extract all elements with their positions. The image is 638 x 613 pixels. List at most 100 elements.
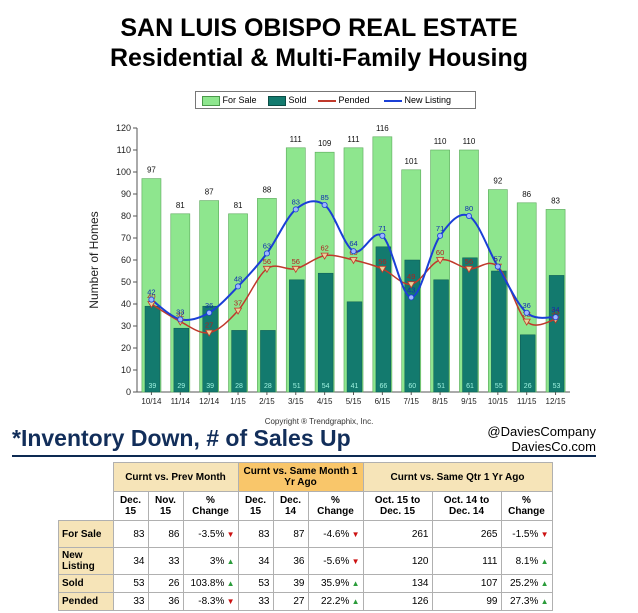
x-tick-label: 9/15 (461, 397, 477, 406)
table-cell: 8.1% ▲ (500, 547, 553, 575)
arrow-up-icon: ▲ (538, 597, 549, 606)
data-label-sold: 66 (379, 383, 387, 390)
row-label: For Sale (58, 520, 114, 548)
table-cell: 3% ▲ (182, 547, 239, 575)
data-label-new-listing: 42 (147, 288, 155, 297)
cell-value: 26 (168, 578, 180, 589)
page-subtitle: Residential & Multi-Family Housing (109, 44, 529, 72)
column-header: Oct. 14 to Dec. 14 (431, 491, 502, 521)
data-label-pended: 56 (465, 257, 473, 266)
data-label-pended: 60 (436, 248, 444, 257)
data-label-for-sale: 109 (318, 139, 332, 148)
x-tick-label: 12/14 (199, 397, 220, 406)
y-tick-label: 10 (121, 365, 131, 375)
legend-label-pended: Pended (338, 95, 370, 105)
cell-value: -8.3% (198, 596, 225, 607)
y-tick-label: 30 (121, 321, 131, 331)
cell-value: 103.8% (190, 578, 225, 589)
data-label-for-sale: 87 (205, 188, 214, 197)
column-header: % Change (307, 491, 364, 521)
legend-item-new-listing: New Listing (384, 94, 451, 106)
table-cell: 33 (147, 547, 184, 575)
legend-swatch-sold (268, 95, 286, 106)
cell-value: 87 (293, 528, 305, 540)
data-label-sold: 54 (322, 383, 330, 390)
cell-value: -5.6% (323, 555, 350, 567)
row-label: Pended (58, 592, 114, 611)
y-tick-label: 0 (126, 387, 131, 397)
table-cell: 27.3% ▲ (500, 592, 553, 611)
data-label-new-listing: 57 (494, 255, 502, 264)
data-label-new-listing: 71 (436, 224, 444, 233)
table-group-header-row: Curnt vs. Prev Month Curnt vs. Same Mont… (58, 462, 553, 492)
data-label-pended: 57 (494, 255, 502, 264)
cell-value: 134 (411, 578, 429, 589)
table-column-header-row: Dec. 15 Nov. 15% Change Dec. 15 Dec. 14% Ch… (58, 491, 553, 521)
bar-line-chart: 0 10 20 30 40 50 60 70 80 90 100 110 120 Number of Ho… (87, 123, 570, 406)
data-label-for-sale: 81 (234, 201, 243, 210)
table-cell: 33 (237, 592, 274, 611)
cell-value: 261 (411, 528, 429, 540)
x-tick-label: 4/15 (317, 397, 333, 406)
data-label-sold: 51 (437, 383, 445, 390)
cell-value: -4.6% (323, 528, 350, 540)
y-tick-label: 80 (121, 211, 131, 221)
y-tick-label: 50 (121, 277, 131, 287)
marker-pended (291, 265, 300, 274)
data-label-sold: 55 (495, 383, 503, 390)
y-tick-label: 100 (116, 167, 131, 177)
data-label-for-sale: 92 (493, 177, 502, 186)
cell-value: 36 (168, 596, 180, 607)
table-cell: 36 (147, 592, 184, 611)
y-tick-label: 60 (121, 255, 131, 265)
data-label-sold: 28 (235, 383, 243, 390)
marker-new-listing (263, 250, 270, 257)
x-tick-label: 10/14 (141, 397, 162, 406)
row-label: Sold (58, 574, 114, 593)
table-cell: 261 (362, 520, 433, 548)
x-tick-label: 5/15 (346, 397, 362, 406)
cell-value: 33 (168, 555, 180, 567)
cell-value: 34 (258, 555, 270, 567)
website-link[interactable]: DaviesCo.com (511, 439, 596, 454)
data-label-sold: 53 (553, 383, 561, 390)
arrow-down-icon: ▼ (538, 529, 549, 539)
marker-new-listing (437, 232, 444, 239)
stats-table: Curnt vs. Prev Month Curnt vs. Same Mont… (58, 462, 553, 611)
table-cell: 120 (362, 547, 433, 575)
legend-label-sold: Sold (288, 95, 307, 105)
arrow-down-icon: ▼ (224, 597, 235, 606)
data-label-sold: 41 (351, 383, 359, 390)
marker-new-listing (321, 201, 328, 208)
marker-new-listing (494, 263, 501, 270)
cell-value: 36 (293, 555, 305, 567)
marker-pended (407, 281, 416, 289)
arrow-up-icon: ▲ (224, 556, 235, 566)
legend-swatch-pended (318, 99, 336, 102)
marker-new-listing (350, 248, 357, 255)
table-cell: 26 (147, 574, 184, 593)
data-label-sold: 60 (408, 383, 416, 390)
cell-value: 83 (258, 528, 270, 540)
x-tick-label: 2/15 (259, 397, 275, 406)
table-cell: 34 (237, 547, 274, 575)
data-label-for-sale: 101 (405, 157, 419, 166)
data-label-pended: 56 (378, 257, 386, 266)
y-tick-label: 90 (121, 189, 131, 199)
marker-pended (349, 257, 358, 265)
table-cell: -8.3% ▼ (182, 592, 239, 611)
page-title: SAN LUIS OBISPO REAL ESTATE (120, 14, 518, 42)
x-tick-label: 8/15 (432, 397, 448, 406)
y-axis-title: Number of Homes (87, 211, 101, 308)
bar-sold (346, 301, 363, 393)
data-label-new-listing: 43 (407, 285, 415, 294)
marker-pended (378, 265, 387, 274)
data-label-new-listing: 83 (292, 197, 300, 206)
table-corner-2 (58, 491, 113, 521)
bar-sold (202, 305, 218, 393)
table-cell: 53 (112, 574, 149, 593)
cell-value: 83 (133, 528, 145, 540)
table-cell: 34 (112, 547, 149, 575)
table-cell: 134 (362, 574, 433, 593)
data-label-for-sale: 110 (463, 137, 476, 146)
